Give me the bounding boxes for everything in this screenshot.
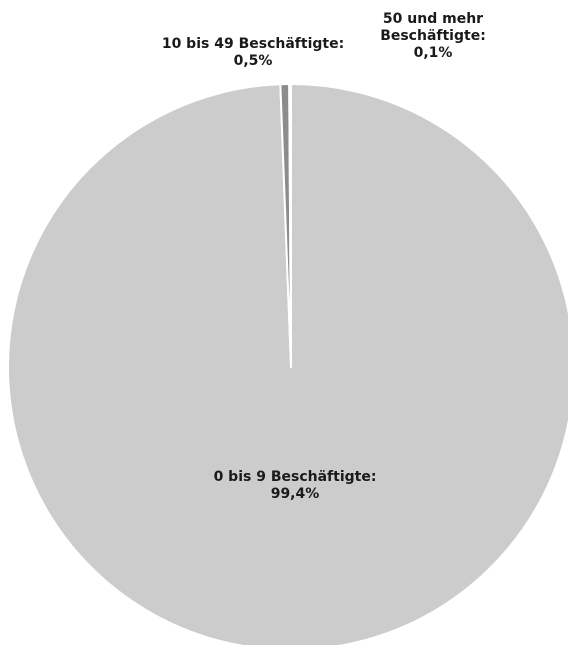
slice-label-50-plus-name-line2: Beschäftigte: [380,28,486,44]
slice-label-10-49-name: 10 bis 49 Beschäftigte: [161,36,345,52]
slice-label-50-plus-name-line1: 50 und mehr [382,11,484,27]
slice-label-50-plus: 50 und mehr Beschäftigte: 0,1% [368,11,498,62]
slice-label-10-49: 10 bis 49 Beschäftigte: 0,5% [138,36,368,70]
slice-label-0-9-value: 99,4% [270,486,320,502]
slice-label-10-49-value: 0,5% [233,53,273,69]
slice-label-0-9-name: 0 bis 9 Beschäftigte: [213,469,377,485]
pie-slice-0 [7,83,568,645]
pie-slice-2 [288,83,292,368]
slice-label-0-9: 0 bis 9 Beschäftigte: 99,4% [190,469,400,503]
slice-label-50-plus-value: 0,1% [413,45,453,61]
